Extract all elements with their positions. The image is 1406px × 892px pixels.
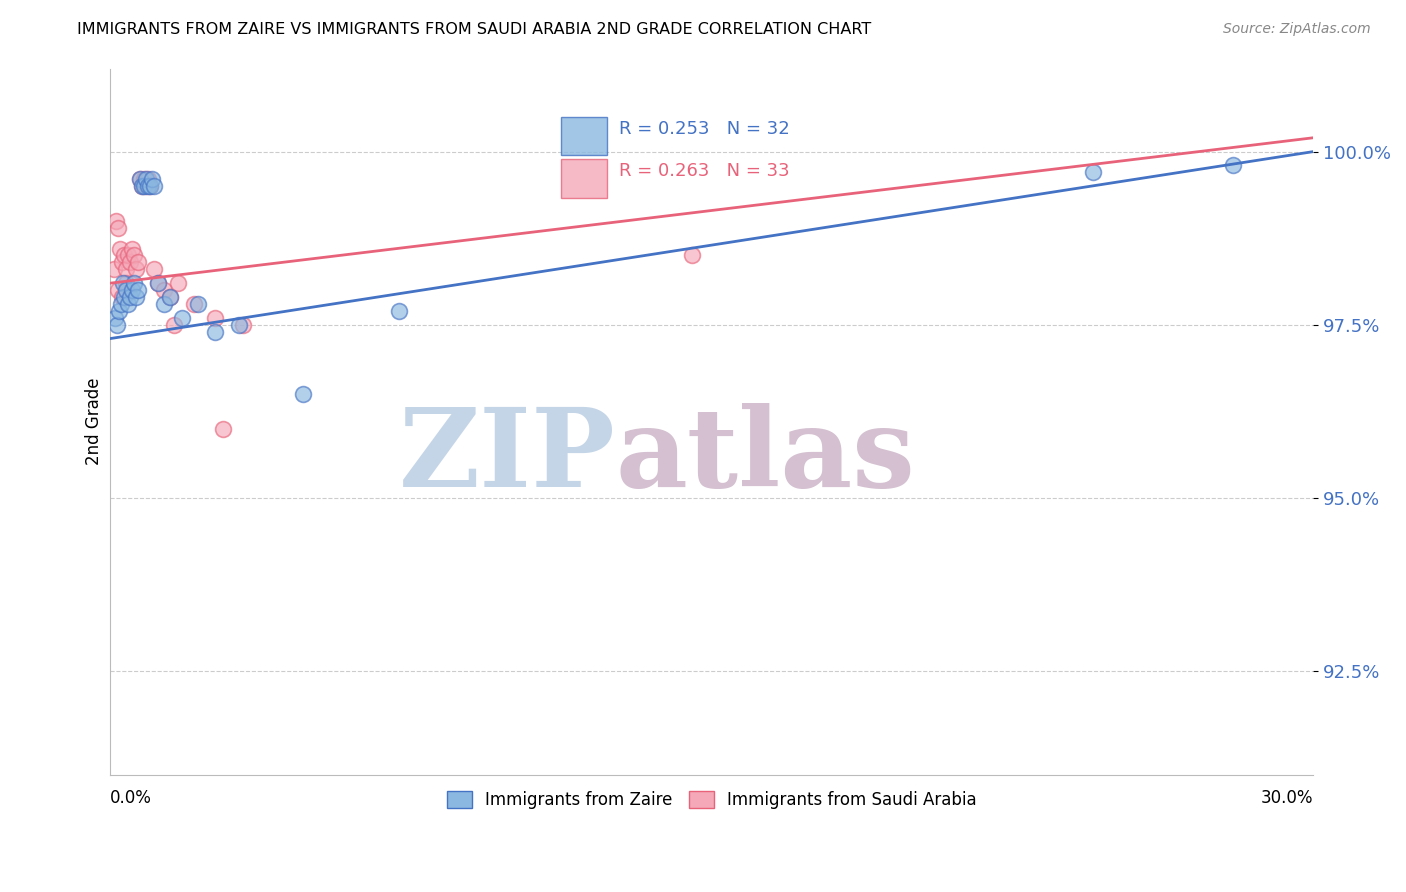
Point — [228, 318, 250, 332]
Point — [232, 318, 254, 332]
Point — [110, 242, 132, 256]
Point — [159, 290, 181, 304]
Point — [124, 248, 146, 262]
Point — [117, 248, 139, 262]
Point — [1222, 158, 1244, 172]
Text: atlas: atlas — [616, 403, 915, 510]
Point — [127, 255, 149, 269]
FancyBboxPatch shape — [561, 159, 607, 198]
Point — [107, 220, 129, 235]
Point — [135, 179, 157, 194]
Point — [111, 276, 134, 290]
Point — [167, 276, 190, 290]
Point — [115, 262, 138, 277]
Point — [129, 172, 152, 186]
Point — [104, 310, 127, 325]
Point — [148, 276, 170, 290]
Text: R = 0.253   N = 32: R = 0.253 N = 32 — [619, 120, 790, 137]
Point — [127, 283, 149, 297]
Point — [120, 290, 142, 304]
Point — [141, 172, 163, 186]
Point — [187, 297, 209, 311]
Point — [131, 179, 153, 194]
Point — [681, 248, 703, 262]
Text: IMMIGRANTS FROM ZAIRE VS IMMIGRANTS FROM SAUDI ARABIA 2ND GRADE CORRELATION CHAR: IMMIGRANTS FROM ZAIRE VS IMMIGRANTS FROM… — [77, 22, 872, 37]
Point — [105, 214, 128, 228]
Point — [121, 283, 143, 297]
Point — [204, 310, 226, 325]
Point — [107, 318, 129, 332]
Point — [134, 179, 156, 194]
Point — [120, 255, 142, 269]
Point — [134, 172, 156, 186]
Point — [115, 276, 138, 290]
Point — [139, 179, 162, 194]
Point — [183, 297, 205, 311]
Point — [103, 262, 125, 277]
Point — [117, 297, 139, 311]
Point — [291, 387, 314, 401]
Point — [163, 318, 186, 332]
Point — [111, 255, 134, 269]
Text: ZIP: ZIP — [399, 403, 616, 510]
Point — [388, 304, 411, 318]
Text: 0.0%: 0.0% — [110, 789, 152, 806]
Point — [110, 297, 132, 311]
Point — [204, 325, 226, 339]
Point — [131, 179, 153, 194]
Point — [129, 172, 152, 186]
Point — [125, 290, 148, 304]
Legend: Immigrants from Zaire, Immigrants from Saudi Arabia: Immigrants from Zaire, Immigrants from S… — [440, 784, 984, 816]
Point — [112, 248, 135, 262]
Point — [107, 283, 129, 297]
Point — [143, 179, 166, 194]
Point — [159, 290, 181, 304]
Point — [1081, 165, 1104, 179]
Point — [211, 421, 233, 435]
Point — [143, 262, 166, 277]
Point — [121, 242, 143, 256]
Point — [125, 262, 148, 277]
Text: 30.0%: 30.0% — [1261, 789, 1313, 806]
Point — [172, 310, 194, 325]
Point — [139, 179, 162, 194]
Point — [153, 283, 176, 297]
Point — [111, 290, 134, 304]
Point — [148, 276, 170, 290]
Point — [108, 304, 131, 318]
Point — [135, 172, 157, 186]
Text: R = 0.263   N = 33: R = 0.263 N = 33 — [619, 162, 790, 180]
Point — [112, 290, 135, 304]
Point — [153, 297, 176, 311]
Point — [138, 172, 160, 186]
Point — [124, 276, 146, 290]
FancyBboxPatch shape — [561, 117, 607, 155]
Y-axis label: 2nd Grade: 2nd Grade — [86, 378, 103, 466]
Point — [115, 283, 138, 297]
Text: Source: ZipAtlas.com: Source: ZipAtlas.com — [1223, 22, 1371, 37]
Point — [138, 179, 160, 194]
